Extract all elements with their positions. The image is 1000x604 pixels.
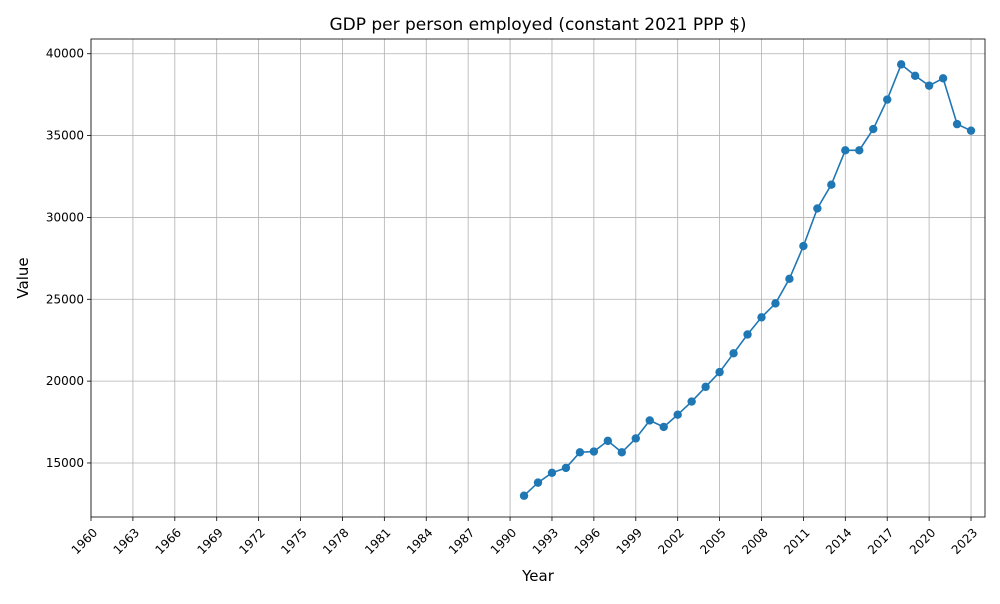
data-point: [924, 81, 934, 90]
data-point: [799, 241, 808, 251]
x-tick-label: 1972: [236, 526, 267, 557]
x-tick-label: 2014: [823, 526, 854, 557]
axes-frame: [90, 38, 986, 518]
chart-title: GDP per person employed (constant 2021 P…: [329, 15, 746, 35]
data-point: [827, 180, 836, 189]
data-point: [561, 463, 571, 473]
x-tick-label: 2020: [907, 526, 938, 557]
x-tick-label: 2002: [655, 526, 686, 557]
data-point: [547, 468, 557, 478]
data-point: [533, 478, 543, 487]
series-line: [523, 63, 972, 497]
series-layer: [519, 60, 976, 500]
x-tick-label: 2008: [739, 526, 770, 557]
y-axis-ticks: 15000 20000 25000 30000 35000 40000: [46, 47, 91, 470]
data-point: [910, 71, 920, 81]
y-tick-label: 20000: [46, 374, 84, 388]
data-point: [785, 274, 794, 284]
x-tick-label: 1960: [69, 526, 100, 557]
data-point: [645, 416, 654, 425]
x-tick-label: 1990: [488, 526, 519, 557]
data-point: [575, 448, 585, 457]
y-tick-label: 30000: [46, 210, 84, 224]
y-tick-label: 15000: [46, 456, 84, 470]
data-point: [952, 119, 962, 129]
data-point: [603, 436, 613, 446]
data-point: [869, 124, 878, 134]
data-point: [938, 74, 948, 83]
grid-layer: [90, 39, 985, 517]
data-point: [813, 204, 822, 213]
x-tick-label: 1984: [404, 526, 435, 557]
x-tick-label: 1963: [111, 526, 142, 557]
data-point: [855, 146, 864, 155]
x-tick-label: 2005: [697, 526, 728, 557]
data-point: [729, 349, 738, 358]
x-tick-label: 1999: [614, 526, 645, 557]
x-tick-label: 1981: [362, 526, 393, 557]
data-point: [757, 313, 766, 322]
data-point: [687, 397, 696, 406]
x-tick-label: 1975: [278, 526, 309, 557]
x-tick-label: 1969: [194, 526, 225, 557]
x-axis-label: Year: [521, 567, 555, 585]
x-tick-label: 2017: [865, 526, 896, 557]
x-tick-label: 2023: [949, 526, 980, 557]
data-point: [701, 382, 710, 392]
data-point: [771, 299, 780, 308]
data-point: [883, 95, 892, 104]
data-point: [841, 146, 850, 155]
y-axis-label: Value: [14, 257, 32, 298]
data-point: [617, 448, 627, 457]
data-point: [966, 126, 976, 135]
data-point: [519, 491, 529, 500]
x-axis-ticks: 1960 1963 1966 1969 1972 1975 1978 1981 1984 1987…: [69, 517, 980, 557]
data-point: [715, 367, 724, 377]
data-point: [659, 422, 668, 432]
data-point: [896, 60, 906, 69]
x-tick-label: 1978: [320, 526, 351, 557]
x-tick-label: 2011: [781, 526, 812, 557]
data-point: [631, 434, 640, 443]
x-tick-label: 1966: [153, 526, 184, 557]
x-tick-label: 1993: [530, 526, 561, 557]
x-tick-label: 1996: [572, 526, 603, 557]
y-tick-label: 25000: [46, 292, 84, 306]
data-point: [589, 447, 599, 456]
y-tick-label: 40000: [46, 47, 84, 61]
data-point: [673, 410, 682, 419]
x-tick-label: 1987: [446, 526, 477, 557]
y-tick-label: 35000: [46, 129, 84, 143]
data-point: [743, 330, 752, 339]
